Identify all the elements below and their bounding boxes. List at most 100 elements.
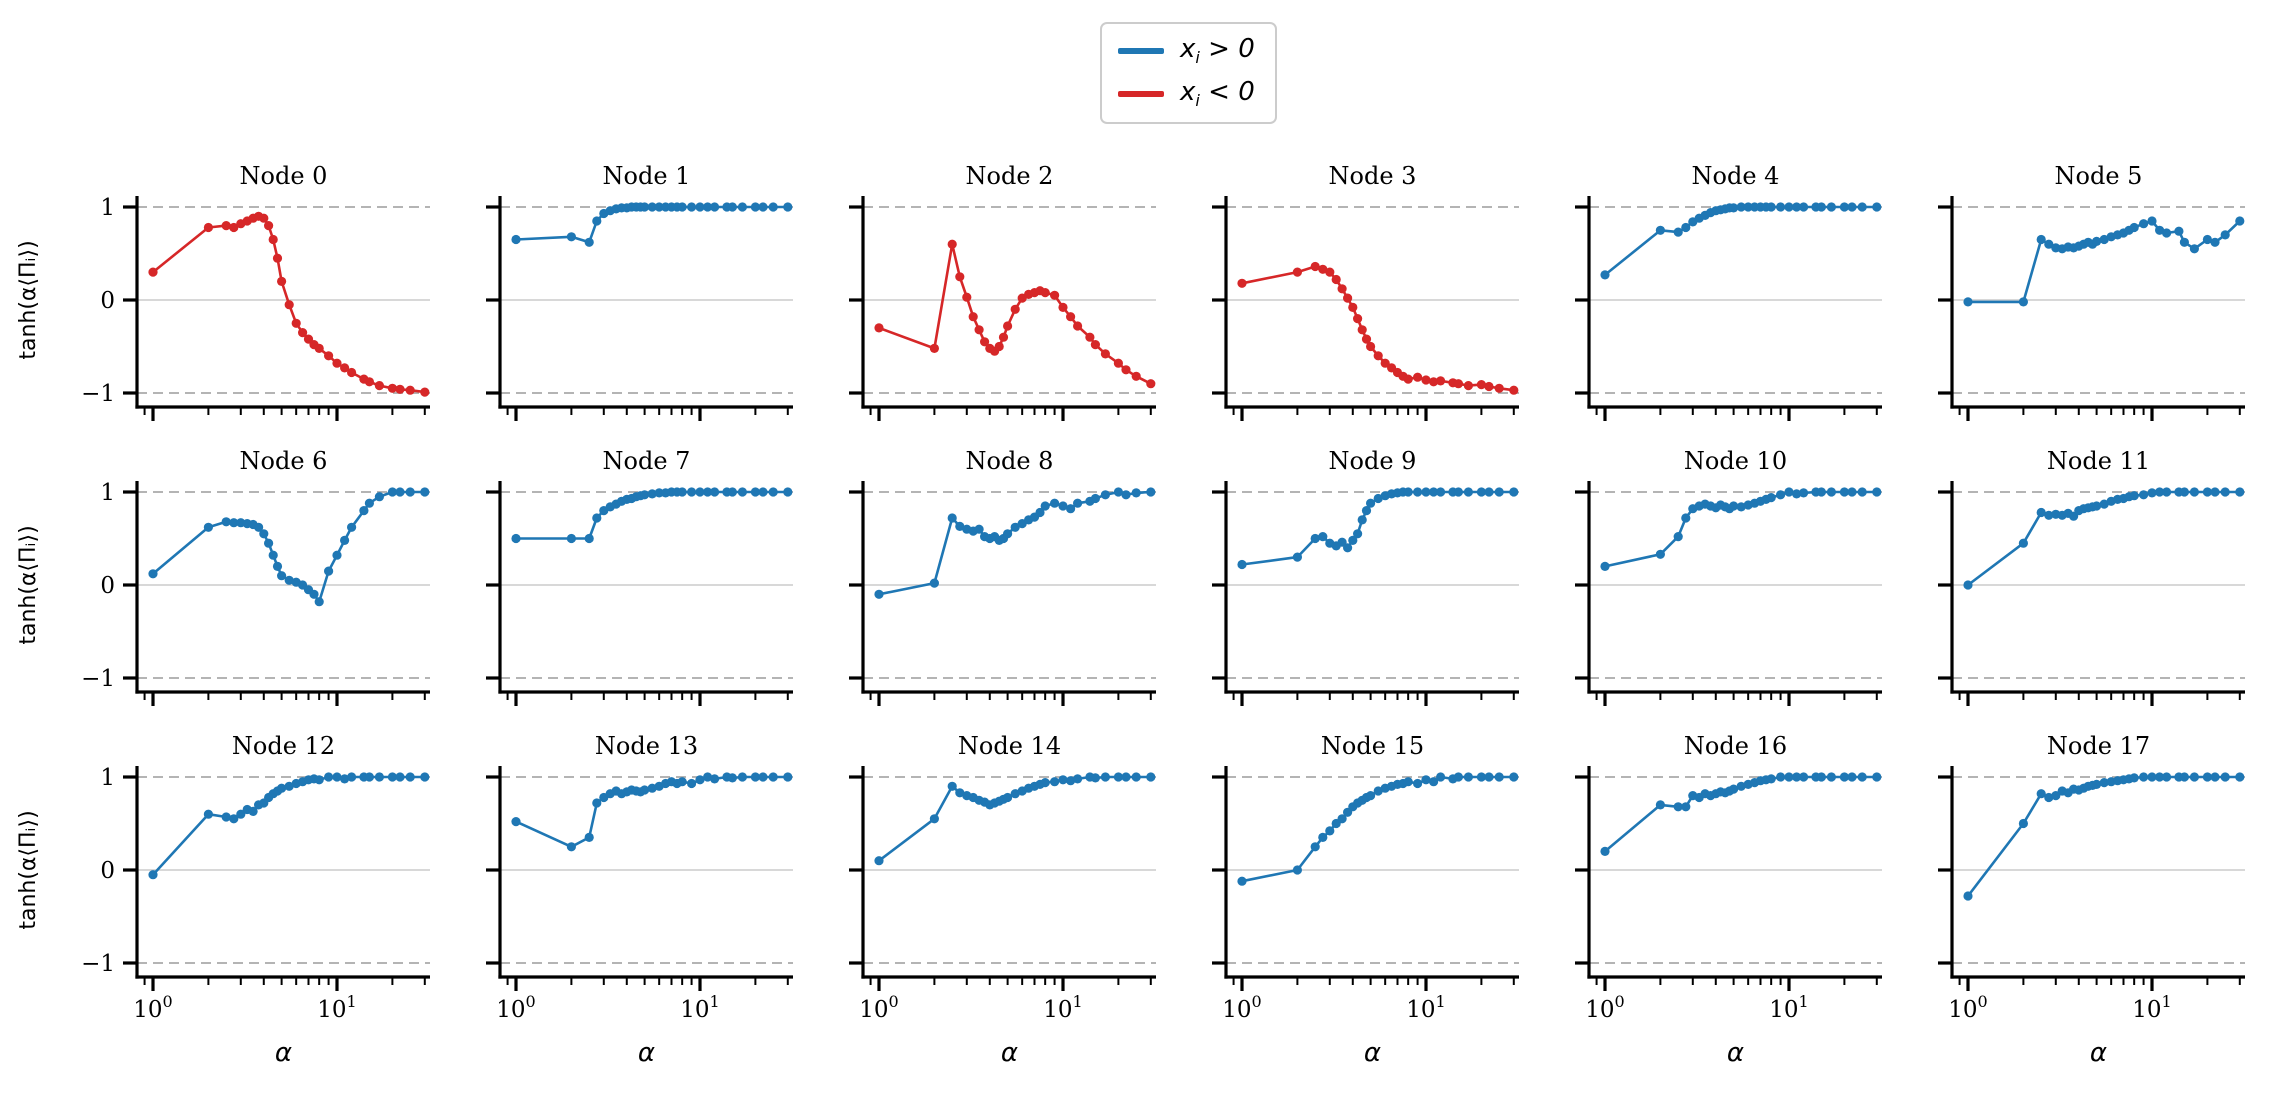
data-point <box>1839 487 1849 497</box>
data-point <box>2210 772 2220 782</box>
data-point <box>1353 529 1363 539</box>
data-point <box>1839 772 1849 782</box>
data-point <box>1743 202 1753 212</box>
data-point <box>768 202 778 212</box>
data-point <box>1066 504 1076 514</box>
data-point <box>2202 772 2212 782</box>
legend: xi > 0 xi < 0 <box>1100 22 1277 125</box>
data-point <box>511 533 521 544</box>
y-tick-label: 0 <box>100 288 115 314</box>
data-point <box>1421 775 1431 785</box>
data-point <box>1826 202 1836 212</box>
data-point <box>203 222 213 233</box>
data-point <box>277 783 287 793</box>
data-point <box>1310 842 1320 852</box>
x-tick-label: 101 <box>1769 992 1808 1023</box>
data-point <box>2179 772 2189 782</box>
data-point <box>1673 532 1683 542</box>
data-point <box>1090 493 1100 504</box>
data-point <box>1857 202 1867 212</box>
data-point <box>640 202 650 212</box>
data-point <box>1784 202 1794 212</box>
data-point <box>405 487 415 497</box>
x-tick-label: 101 <box>317 992 356 1023</box>
data-point <box>1429 377 1439 387</box>
data-point <box>1040 288 1050 298</box>
data-point <box>203 522 213 532</box>
x-tick-label: 101 <box>2132 992 2171 1023</box>
data-point <box>1337 284 1347 294</box>
data-point <box>1484 381 1494 392</box>
data-point <box>268 550 278 560</box>
data-point <box>783 487 793 497</box>
data-point <box>395 384 405 394</box>
data-point <box>1146 487 1156 497</box>
data-point <box>1292 267 1302 277</box>
data-line <box>877 490 1153 596</box>
data-point <box>1373 786 1383 796</box>
data-point <box>1826 487 1836 497</box>
data-point <box>1736 502 1746 512</box>
data-point <box>324 566 334 576</box>
data-line <box>877 242 1153 385</box>
data-point <box>874 323 884 333</box>
data-point <box>980 337 990 347</box>
data-point <box>647 202 657 212</box>
data-point <box>710 202 720 212</box>
data-point <box>2162 772 2172 782</box>
legend-label-positive: xi > 0 <box>1180 34 1255 68</box>
data-point <box>677 777 687 787</box>
data-point <box>340 535 350 545</box>
data-point <box>259 213 269 223</box>
data-point <box>1237 876 1247 886</box>
data-line <box>1240 265 1516 392</box>
data-point <box>1766 774 1776 784</box>
data-point <box>654 488 664 498</box>
data-point <box>1010 522 1020 532</box>
subplot-node-7: Node 7 <box>486 447 793 706</box>
data-point <box>291 318 301 328</box>
data-point <box>324 772 334 782</box>
x-tick-label: 100 <box>133 992 172 1023</box>
data-point <box>1509 385 1519 395</box>
data-point <box>1100 349 1110 359</box>
data-point <box>584 533 594 544</box>
data-point <box>1050 290 1060 300</box>
data-point <box>592 216 602 226</box>
data-point <box>272 253 283 263</box>
data-point <box>2202 234 2212 245</box>
data-point <box>1816 487 1826 497</box>
x-axis-label: α <box>1364 1038 1381 1068</box>
y-tick-label: 0 <box>100 573 115 599</box>
subplot-node-15: 100 101 α Node 15 <box>1212 732 1519 1068</box>
legend-line-negative <box>1118 90 1164 97</box>
x-tick-label: 101 <box>680 992 719 1023</box>
data-point <box>758 202 768 212</box>
subplot-title: Node 4 <box>1692 162 1780 190</box>
data-point <box>2044 239 2054 249</box>
data-point <box>687 487 697 497</box>
data-point <box>277 276 287 286</box>
data-point <box>1292 865 1302 875</box>
subplot-title: Node 2 <box>966 162 1054 190</box>
data-point <box>148 569 158 579</box>
data-point <box>374 381 384 391</box>
data-point <box>420 387 430 397</box>
data-point <box>1040 501 1050 511</box>
data-point <box>592 798 602 808</box>
data-point <box>1847 772 1857 782</box>
subplot-node-5: Node 5 <box>1938 162 2245 421</box>
data-point <box>647 489 657 499</box>
data-point <box>2139 490 2149 500</box>
data-point <box>955 521 965 531</box>
data-point <box>1847 202 1857 212</box>
data-point <box>703 487 713 497</box>
data-point <box>695 202 705 212</box>
x-tick-label: 100 <box>1222 992 1261 1023</box>
data-line <box>514 490 790 540</box>
data-point <box>2092 779 2102 789</box>
data-point <box>1681 513 1691 523</box>
data-point <box>1736 202 1746 212</box>
data-point <box>1600 846 1610 856</box>
data-point <box>947 513 957 523</box>
